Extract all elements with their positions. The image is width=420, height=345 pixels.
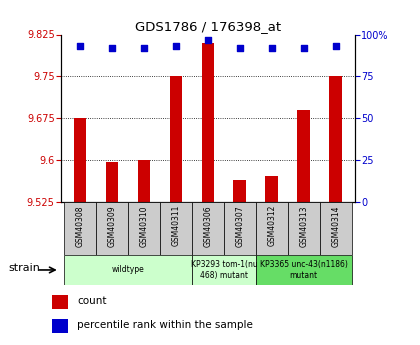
Point bbox=[141, 45, 147, 51]
FancyBboxPatch shape bbox=[64, 255, 192, 285]
Text: count: count bbox=[77, 296, 107, 306]
Point bbox=[236, 45, 243, 51]
Bar bbox=[74, 118, 87, 202]
Text: KP3293 tom-1(nu
468) mutant: KP3293 tom-1(nu 468) mutant bbox=[191, 260, 257, 280]
Text: KP3365 unc-43(n1186)
mutant: KP3365 unc-43(n1186) mutant bbox=[260, 260, 348, 280]
FancyBboxPatch shape bbox=[96, 202, 128, 255]
FancyBboxPatch shape bbox=[192, 255, 256, 285]
Text: GSM40307: GSM40307 bbox=[235, 205, 244, 247]
Text: GSM40310: GSM40310 bbox=[139, 205, 149, 247]
FancyBboxPatch shape bbox=[256, 255, 352, 285]
Text: wildtype: wildtype bbox=[112, 265, 144, 275]
Point bbox=[205, 37, 211, 42]
Text: GSM40314: GSM40314 bbox=[331, 205, 340, 247]
FancyBboxPatch shape bbox=[288, 202, 320, 255]
Point bbox=[268, 45, 275, 51]
Bar bbox=[265, 176, 278, 202]
Title: GDS1786 / 176398_at: GDS1786 / 176398_at bbox=[135, 20, 281, 33]
Text: GSM40308: GSM40308 bbox=[76, 205, 84, 247]
Point bbox=[300, 45, 307, 51]
Text: strain: strain bbox=[8, 264, 40, 274]
Point bbox=[109, 45, 116, 51]
FancyBboxPatch shape bbox=[64, 202, 96, 255]
Text: GSM40312: GSM40312 bbox=[267, 205, 276, 246]
Text: GSM40313: GSM40313 bbox=[299, 205, 308, 247]
FancyBboxPatch shape bbox=[224, 202, 256, 255]
Bar bbox=[106, 162, 118, 202]
FancyBboxPatch shape bbox=[160, 202, 192, 255]
FancyBboxPatch shape bbox=[128, 202, 160, 255]
FancyBboxPatch shape bbox=[256, 202, 288, 255]
Text: GSM40309: GSM40309 bbox=[108, 205, 116, 247]
Point bbox=[173, 43, 179, 49]
FancyBboxPatch shape bbox=[192, 202, 224, 255]
Bar bbox=[202, 43, 214, 202]
Bar bbox=[170, 76, 182, 202]
Bar bbox=[329, 76, 342, 202]
Bar bbox=[234, 179, 246, 202]
FancyBboxPatch shape bbox=[320, 202, 352, 255]
Bar bbox=[52, 295, 68, 309]
Text: percentile rank within the sample: percentile rank within the sample bbox=[77, 320, 253, 330]
Text: GSM40311: GSM40311 bbox=[171, 205, 181, 246]
Bar bbox=[138, 160, 150, 202]
Point bbox=[332, 43, 339, 49]
Text: GSM40306: GSM40306 bbox=[203, 205, 213, 247]
Bar bbox=[297, 110, 310, 202]
Bar bbox=[52, 319, 68, 333]
Point bbox=[77, 43, 84, 49]
